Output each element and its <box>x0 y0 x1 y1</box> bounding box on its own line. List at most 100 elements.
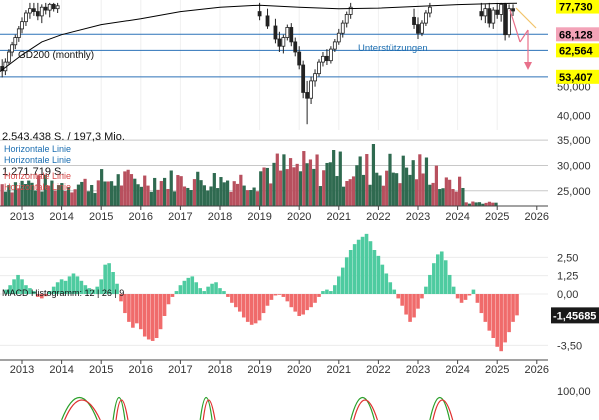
macd-bar-64 <box>257 294 262 321</box>
macd-bar-20 <box>83 285 88 294</box>
price-badge-label-4: 53,407 <box>559 72 593 84</box>
macd-last-badge <box>551 307 599 324</box>
volume-bar-0 <box>0 184 4 206</box>
volume-bar-130 <box>431 182 435 206</box>
macd-bar-91 <box>364 233 369 294</box>
macd-bar-100 <box>400 294 404 306</box>
volume-bar-82 <box>272 162 276 206</box>
macd-bar-97 <box>388 282 393 294</box>
candle-body-15 <box>55 5 60 10</box>
macd-bar-43 <box>174 291 179 294</box>
macd-bar-38 <box>154 294 159 338</box>
macd-bar-126 <box>503 294 507 343</box>
macd-bar-42 <box>170 294 175 297</box>
macd-bar-70 <box>281 294 286 297</box>
macd-bar-33 <box>135 294 139 324</box>
volume-bar-112 <box>371 144 376 206</box>
macd-bar-127 <box>507 294 511 333</box>
volume-bar-25 <box>83 178 87 206</box>
volume-bar-66 <box>219 177 223 206</box>
volume-bar-113 <box>375 172 379 206</box>
price-tick-1: 40,000 <box>557 111 591 123</box>
volume-bar-80 <box>265 167 269 206</box>
macd-bar-124 <box>495 294 499 347</box>
volume-bar-100 <box>332 150 336 206</box>
volume-bar-129 <box>428 184 432 206</box>
volume-bar-121 <box>401 155 405 206</box>
volume-bar-142 <box>471 201 475 206</box>
macd-bar-40 <box>162 294 167 316</box>
volume-bar-52 <box>172 191 177 206</box>
macd-bar-86 <box>344 257 349 294</box>
macd-bar-119 <box>475 294 480 303</box>
volume-tick-2: 25,000 <box>557 186 591 198</box>
macd-bar-118 <box>471 289 476 294</box>
candle-body-34 <box>336 32 341 43</box>
volume-xlabel-10: 2023 <box>406 211 430 223</box>
macd-bar-10 <box>43 294 48 297</box>
candle-body-12 <box>43 6 48 11</box>
volume-bar-39 <box>129 174 134 206</box>
volume-bar-109 <box>361 174 366 206</box>
macd-xlabel-8: 2021 <box>327 364 351 376</box>
macd-bar-26 <box>107 263 111 294</box>
volume-bar-24 <box>80 181 84 206</box>
candle-body-35 <box>340 22 345 34</box>
macd-bar-5 <box>24 285 28 294</box>
macd-bar-22 <box>91 289 96 294</box>
volume-bar-18 <box>60 183 64 206</box>
volume-bar-63 <box>209 186 213 206</box>
macd-tick-3: -3,50 <box>557 340 582 352</box>
volume-bar-102 <box>338 151 342 206</box>
candle-body-47 <box>495 9 500 15</box>
macd-bar-108 <box>432 263 436 294</box>
volume-label: 2.543.438 S. / 197,3 Mio. <box>2 131 125 143</box>
macd-bar-61 <box>245 294 250 322</box>
volume-bar-110 <box>365 154 369 206</box>
macd-xlabel-11: 2024 <box>445 364 469 376</box>
volume-bar-31 <box>103 181 107 206</box>
volume-bar-133 <box>441 188 445 206</box>
candle-body-17 <box>265 15 270 27</box>
macd-bar-120 <box>479 294 484 314</box>
volume-bar-145 <box>481 203 485 206</box>
macd-bar-58 <box>234 294 238 308</box>
macd-bar-24 <box>99 279 103 294</box>
volume-bar-119 <box>395 173 399 206</box>
macd-bar-79 <box>317 294 321 297</box>
macd-bar-48 <box>194 282 199 294</box>
candle-body-27 <box>309 80 313 99</box>
volume-bar-21 <box>70 192 74 206</box>
candle-body-5 <box>16 28 21 38</box>
volume-bar-84 <box>279 170 283 206</box>
volume-bar-92 <box>305 163 309 206</box>
macd-bar-53 <box>214 282 218 294</box>
macd-bar-4 <box>20 279 24 294</box>
candle-body-44 <box>483 8 488 17</box>
volume-bar-37 <box>123 171 127 206</box>
hline-label-2: Horizontale Linie <box>4 155 71 165</box>
price-badge-label-3: 62,564 <box>559 45 594 57</box>
macd-bar-36 <box>146 294 151 340</box>
osc-line-green-2 <box>199 397 213 420</box>
candle-body-14 <box>51 3 56 10</box>
volume-bar-32 <box>106 181 110 206</box>
macd-bar-47 <box>190 276 195 294</box>
osc-line-red-2 <box>202 399 216 420</box>
macd-bar-95 <box>380 264 385 294</box>
volume-bar-10 <box>33 190 37 206</box>
volume-xlabel-6: 2019 <box>247 211 271 223</box>
gd200-label: GD200 (monthly) <box>18 50 94 61</box>
macd-bar-41 <box>166 294 171 305</box>
macd-bar-17 <box>71 273 76 294</box>
volume-bar-123 <box>408 174 412 206</box>
volume-bar-53 <box>176 175 180 206</box>
volume-xlabel-2: 2015 <box>89 211 113 223</box>
candle-body-45 <box>487 8 492 24</box>
volume-bar-132 <box>438 189 442 206</box>
macd-bar-21 <box>87 288 92 294</box>
volume-bar-105 <box>348 179 352 206</box>
macd-bar-11 <box>47 291 52 294</box>
volume-xlabel-8: 2021 <box>327 211 351 223</box>
